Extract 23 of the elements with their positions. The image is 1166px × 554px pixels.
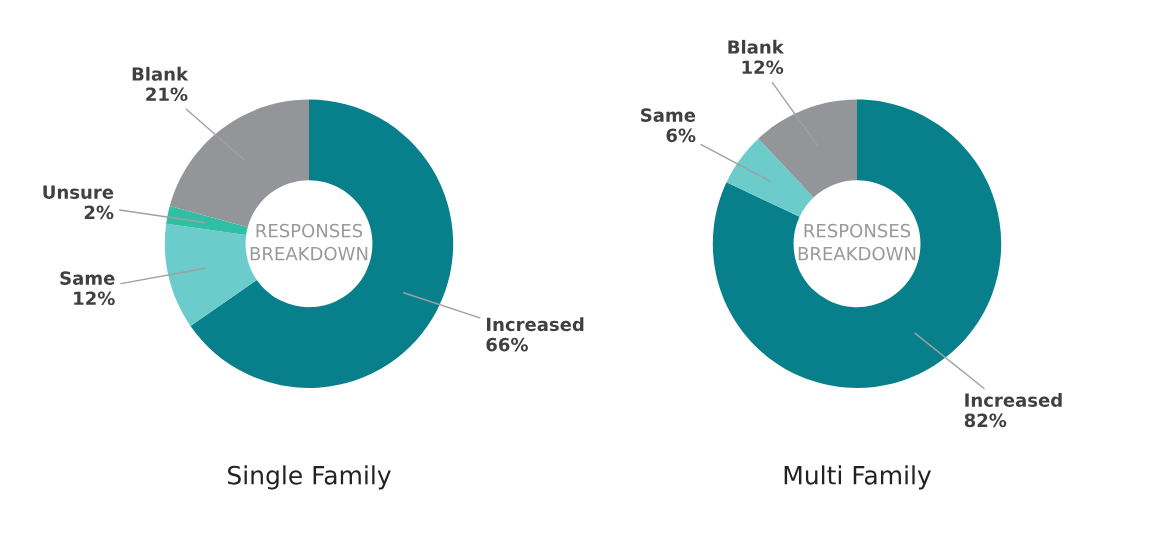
data-label: 6% (666, 128, 696, 143)
data-label: 82% (964, 413, 1007, 428)
text: Single Family (228, 465, 391, 490)
donut-slice (726, 138, 814, 217)
slice-label: Blank (132, 66, 189, 81)
data-label: 66% (486, 337, 528, 352)
text: Multi Family (784, 465, 932, 490)
donut-slice (758, 99, 858, 198)
text: RESPONSES BREAKDOWN (798, 223, 916, 261)
data-label: 21% (146, 87, 188, 102)
slice-label: Increased (965, 392, 1062, 407)
data-label: 2% (84, 205, 114, 220)
text: RESPONSES BREAKDOWN (250, 223, 368, 261)
slice-label: Unsure (43, 185, 114, 199)
donut-slice (166, 206, 248, 235)
donut-slice (712, 99, 1002, 388)
data-label: 12% (74, 291, 115, 306)
donut-slice (190, 99, 454, 388)
slice-label: Increased (486, 317, 584, 332)
slice-label: Same (641, 108, 696, 122)
slice-label: Blank (728, 39, 785, 54)
slice-label: Same (60, 271, 115, 285)
data-label: 12% (742, 60, 784, 75)
